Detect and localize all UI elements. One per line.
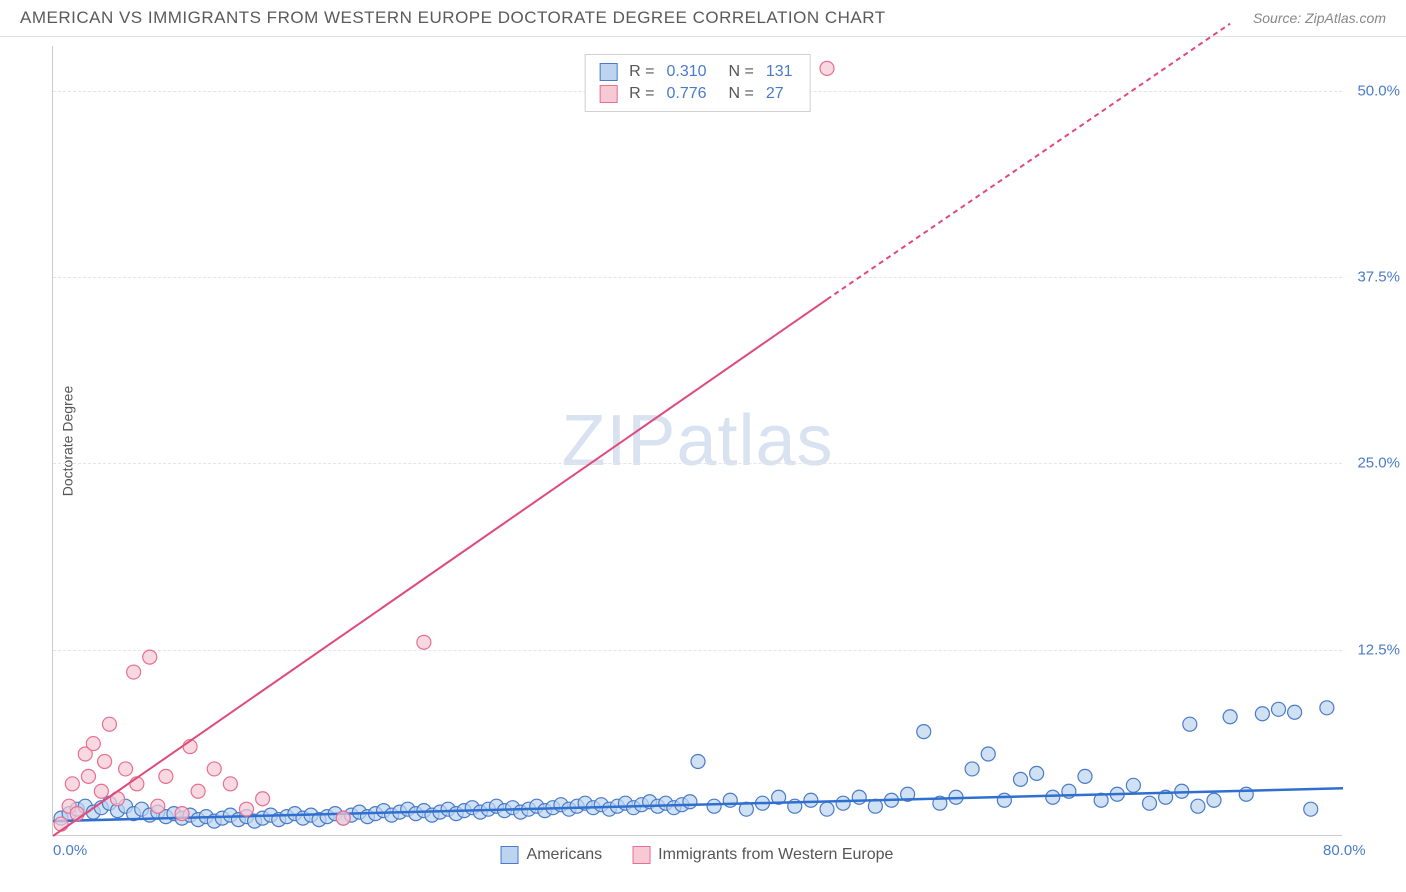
n-value: 131 [766, 63, 796, 81]
scatter-svg [53, 46, 1342, 835]
data-point [1272, 702, 1286, 716]
legend-swatch [632, 846, 650, 864]
data-point [65, 777, 79, 791]
y-tick-label: 50.0% [1357, 82, 1400, 99]
data-point [1126, 778, 1140, 792]
data-point [836, 796, 850, 810]
data-point [256, 792, 270, 806]
data-point [997, 793, 1011, 807]
data-point [917, 725, 931, 739]
data-point [1183, 717, 1197, 731]
y-tick-label: 37.5% [1357, 269, 1400, 286]
data-point [683, 795, 697, 809]
legend-series: Americans Immigrants from Western Europe [501, 846, 894, 864]
data-point [240, 802, 254, 816]
data-point [965, 762, 979, 776]
legend-stats: R = 0.310 N = 131 R = 0.776 N = 27 [584, 54, 811, 112]
legend-stat-row: R = 0.310 N = 131 [599, 61, 796, 83]
legend-swatch [501, 846, 519, 864]
data-point [159, 769, 173, 783]
legend-series-label: Immigrants from Western Europe [658, 846, 893, 864]
trend-line [53, 299, 827, 836]
data-point [151, 799, 165, 813]
legend-series-label: Americans [527, 846, 603, 864]
data-point [981, 747, 995, 761]
data-point [1191, 799, 1205, 813]
r-value: 0.310 [667, 63, 717, 81]
data-point [175, 807, 189, 821]
r-label: R = [629, 63, 654, 81]
data-point [54, 817, 68, 831]
data-point [223, 777, 237, 791]
data-point [1078, 769, 1092, 783]
data-point [1207, 793, 1221, 807]
data-point [207, 762, 221, 776]
n-value: 27 [766, 85, 796, 103]
chart-area: Doctorate Degree ZIPatlas 12.5%25.0%37.5… [52, 46, 1342, 836]
data-point [1288, 705, 1302, 719]
trend-line-extrapolated [827, 24, 1230, 300]
data-point [336, 811, 350, 825]
data-point [127, 665, 141, 679]
data-point [1320, 701, 1334, 715]
data-point [1046, 790, 1060, 804]
data-point [98, 754, 112, 768]
chart-title: AMERICAN VS IMMIGRANTS FROM WESTERN EURO… [20, 8, 886, 28]
r-label: R = [629, 85, 654, 103]
data-point [417, 635, 431, 649]
chart-header: AMERICAN VS IMMIGRANTS FROM WESTERN EURO… [0, 0, 1406, 37]
data-point [1304, 802, 1318, 816]
data-point [86, 737, 100, 751]
plot-region: ZIPatlas 12.5%25.0%37.5%50.0% R =0.310N … [52, 46, 1342, 836]
data-point [102, 717, 116, 731]
data-point [1030, 766, 1044, 780]
data-point [707, 799, 721, 813]
data-point [119, 762, 133, 776]
data-point [1255, 707, 1269, 721]
data-point [820, 802, 834, 816]
legend-stat-row: R = 0.776 N = 27 [599, 83, 796, 105]
y-tick-label: 12.5% [1357, 641, 1400, 658]
n-label: N = [729, 85, 754, 103]
source-label: Source: ZipAtlas.com [1253, 10, 1386, 26]
y-tick-label: 25.0% [1357, 455, 1400, 472]
data-point [143, 650, 157, 664]
r-value: 0.776 [667, 85, 717, 103]
data-point [691, 754, 705, 768]
data-point [94, 784, 108, 798]
data-point [804, 793, 818, 807]
legend-series-item: Americans [501, 846, 603, 864]
data-point [820, 61, 834, 75]
data-point [1239, 787, 1253, 801]
legend-swatch [599, 85, 617, 103]
n-label: N = [729, 63, 754, 81]
x-tick-label: 80.0% [1323, 842, 1366, 859]
legend-swatch [599, 63, 617, 81]
data-point [1014, 772, 1028, 786]
x-tick-label: 0.0% [53, 842, 87, 859]
legend-series-item: Immigrants from Western Europe [632, 846, 893, 864]
data-point [191, 784, 205, 798]
data-point [852, 790, 866, 804]
data-point [81, 769, 95, 783]
data-point [1223, 710, 1237, 724]
data-point [1143, 796, 1157, 810]
